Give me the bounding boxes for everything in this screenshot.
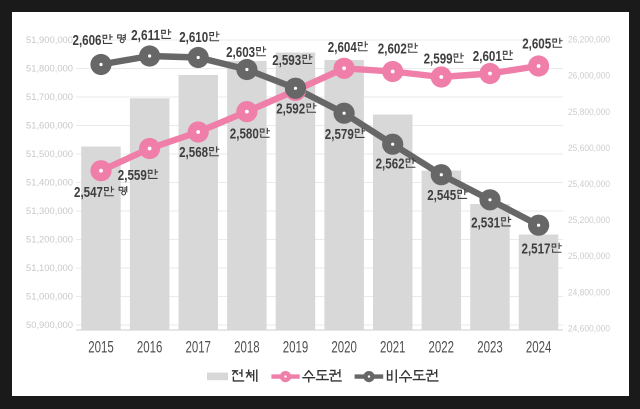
svg-text:2018: 2018 xyxy=(234,338,260,357)
svg-text:2,592: 2,592 xyxy=(276,101,305,118)
svg-text:50,900,000: 50,900,000 xyxy=(26,320,73,330)
svg-text:51,400,000: 51,400,000 xyxy=(26,178,73,188)
svg-text:2,559: 2,559 xyxy=(118,167,147,184)
svg-text:25,400,000: 25,400,000 xyxy=(568,179,610,189)
svg-text:25,000,000: 25,000,000 xyxy=(568,251,610,261)
svg-text:2020: 2020 xyxy=(331,338,357,357)
svg-text:2,605: 2,605 xyxy=(522,36,551,53)
svg-text:2,611: 2,611 xyxy=(131,27,160,44)
svg-text:51,100,000: 51,100,000 xyxy=(26,263,73,273)
svg-text:2,601: 2,601 xyxy=(473,48,502,65)
svg-text:2,610: 2,610 xyxy=(179,29,208,46)
svg-text:26,200,000: 26,200,000 xyxy=(568,35,610,45)
svg-text:51,200,000: 51,200,000 xyxy=(26,235,73,245)
svg-text:2,579: 2,579 xyxy=(325,126,354,143)
svg-text:2015: 2015 xyxy=(88,338,114,357)
svg-text:2021: 2021 xyxy=(380,338,406,357)
svg-text:2,606: 2,606 xyxy=(73,32,102,49)
svg-text:51,900,000: 51,900,000 xyxy=(26,35,73,45)
svg-text:2,602: 2,602 xyxy=(378,41,407,58)
svg-text:2,593: 2,593 xyxy=(272,52,301,69)
svg-text:51,600,000: 51,600,000 xyxy=(26,121,73,131)
svg-text:51,300,000: 51,300,000 xyxy=(26,206,73,216)
svg-text:2,568: 2,568 xyxy=(179,144,208,161)
svg-text:2,604: 2,604 xyxy=(328,39,358,56)
svg-text:51,500,000: 51,500,000 xyxy=(26,149,73,159)
svg-text:2,603: 2,603 xyxy=(226,44,255,61)
svg-text:25,600,000: 25,600,000 xyxy=(568,143,610,153)
svg-text:2,599: 2,599 xyxy=(424,51,453,68)
svg-text:2,580: 2,580 xyxy=(230,126,259,143)
svg-text:24,800,000: 24,800,000 xyxy=(568,287,610,297)
svg-text:2022: 2022 xyxy=(429,338,455,357)
svg-text:25,800,000: 25,800,000 xyxy=(568,107,610,117)
svg-text:2,547: 2,547 xyxy=(74,184,103,201)
svg-text:2016: 2016 xyxy=(137,338,163,357)
svg-text:24,600,000: 24,600,000 xyxy=(568,323,610,333)
svg-text:51,700,000: 51,700,000 xyxy=(26,92,73,102)
svg-text:2023: 2023 xyxy=(477,338,503,357)
svg-text:2017: 2017 xyxy=(185,338,211,357)
svg-text:51,800,000: 51,800,000 xyxy=(26,64,73,74)
svg-text:2,517: 2,517 xyxy=(522,241,551,258)
svg-text:2024: 2024 xyxy=(526,338,552,357)
svg-text:51,000,000: 51,000,000 xyxy=(26,292,73,302)
svg-text:26,000,000: 26,000,000 xyxy=(568,71,610,81)
svg-text:2,562: 2,562 xyxy=(376,156,405,173)
svg-text:25,200,000: 25,200,000 xyxy=(568,215,610,225)
svg-text:2,531: 2,531 xyxy=(471,214,500,231)
svg-text:2,545: 2,545 xyxy=(427,187,456,204)
svg-text:2019: 2019 xyxy=(283,338,309,357)
